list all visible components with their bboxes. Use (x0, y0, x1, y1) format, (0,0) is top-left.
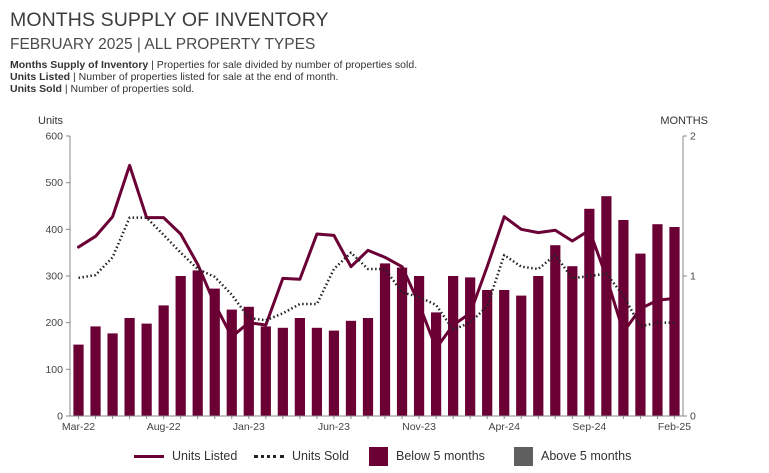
definition-row: Units Sold | Number of properties sold. (10, 83, 417, 95)
legend-item-units-sold: Units Sold (254, 446, 349, 466)
bars (73, 196, 680, 416)
supply-bar (192, 270, 203, 416)
page-subtitle: FEBRUARY 2025 | ALL PROPERTY TYPES (10, 36, 316, 53)
supply-bar (550, 245, 561, 416)
y-left-tick-label: 300 (45, 271, 63, 283)
inventory-chart: Units MONTHS 0 100 200 300 400 500 600 0 1 2 Mar-2… (38, 115, 708, 434)
supply-bar (328, 330, 340, 416)
y-left-tick-label: 0 (57, 411, 63, 423)
legend-label: Below 5 months (396, 449, 485, 463)
supply-bar (669, 227, 680, 416)
supply-bar (499, 290, 510, 416)
definition-row: Units Listed | Number of properties list… (10, 71, 417, 83)
supply-bar (430, 312, 442, 416)
supply-bar (345, 320, 357, 416)
page-title: MONTHS SUPPLY OF INVENTORY (10, 9, 329, 31)
units-listed-swatch (134, 454, 164, 458)
above-swatch (514, 446, 533, 466)
y-right-axis-title: MONTHS (660, 115, 708, 127)
supply-bar (362, 318, 374, 416)
supply-bar (243, 306, 254, 416)
supply-bar (260, 326, 271, 416)
legend: Units Listed Units Sold Below 5 months A… (0, 446, 769, 468)
y-left-axis-title: Units (38, 115, 64, 127)
definition-term: Units Listed (10, 71, 71, 84)
definition-row: Months Supply of Inventory | Properties … (10, 59, 417, 71)
x-tick-label: Feb-25 (658, 421, 691, 433)
supply-bar (567, 266, 578, 416)
supply-bar (516, 295, 527, 416)
supply-bar (533, 276, 544, 416)
supply-bar (601, 196, 612, 416)
legend-label: Units Listed (172, 449, 238, 463)
definition-desc: | Properties for sale divided by number … (148, 59, 418, 71)
supply-bar (294, 318, 305, 416)
definition-term: Units Sold (10, 83, 62, 96)
supply-bar (465, 277, 476, 416)
y-right-tick-label: 1 (690, 271, 696, 283)
legend-item-above: Above 5 months (514, 446, 631, 466)
units-sold-line (78, 216, 675, 331)
supply-bar (635, 253, 646, 416)
supply-bar (124, 318, 135, 416)
supply-bar (311, 327, 323, 416)
y-left-tick-label: 600 (45, 131, 63, 143)
units-sold-swatch (254, 454, 284, 458)
x-tick-label: Apr-24 (488, 421, 520, 433)
supply-bar (90, 326, 101, 416)
x-tick-label: Nov-23 (402, 421, 436, 433)
supply-bar (379, 263, 391, 416)
x-tick-label: Jan-23 (233, 421, 265, 433)
supply-bar (141, 323, 152, 416)
supply-bar (107, 333, 118, 416)
series-lines (77, 163, 676, 350)
supply-bar (482, 290, 493, 416)
supply-bar (226, 309, 237, 416)
x-tick-label: Sep-24 (572, 421, 606, 433)
below-swatch (369, 446, 388, 466)
y-left-tick-label: 100 (45, 364, 63, 376)
legend-item-units-listed: Units Listed (134, 446, 237, 466)
units-listed-line (77, 163, 676, 350)
supply-bar (209, 288, 220, 416)
supply-bar (73, 344, 84, 416)
definitions: Months Supply of Inventory | Properties … (10, 59, 417, 96)
y-left-tick-label: 500 (45, 177, 63, 189)
supply-bar (448, 276, 459, 416)
supply-bar (652, 224, 663, 416)
legend-label: Above 5 months (541, 449, 632, 463)
definition-desc: | Number of properties sold. (61, 83, 195, 96)
y-right-tick-label: 0 (690, 411, 696, 423)
x-tick-label: Jun-23 (318, 421, 350, 433)
supply-bar (158, 305, 169, 416)
x-tick-label: Mar-22 (62, 421, 95, 433)
x-tick-label: Aug-22 (147, 421, 181, 433)
legend-label: Units Sold (292, 449, 349, 463)
supply-bar (618, 220, 629, 416)
axes: 0 100 200 300 400 500 600 0 1 2 Mar-22 Aug-22 Jan-23… (45, 131, 696, 434)
y-right-tick-label: 2 (690, 131, 696, 143)
legend-item-below: Below 5 months (369, 446, 485, 466)
supply-bar (584, 208, 595, 416)
definition-term: Months Supply of Inventory (10, 59, 149, 71)
supply-bar (396, 267, 408, 416)
y-left-tick-label: 200 (45, 317, 63, 329)
supply-bar (413, 276, 425, 416)
supply-bar (175, 276, 186, 416)
supply-bar (277, 327, 288, 416)
definition-desc: | Number of properties listed for sale a… (70, 71, 339, 84)
y-left-tick-label: 400 (45, 224, 63, 236)
